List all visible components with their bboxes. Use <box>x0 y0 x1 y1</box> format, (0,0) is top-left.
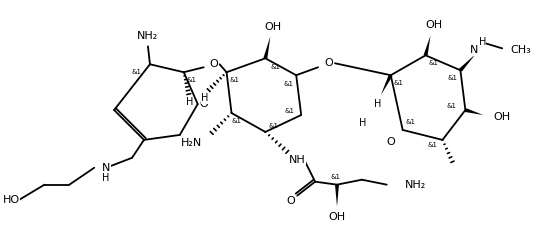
Text: &1: &1 <box>447 75 458 81</box>
Text: H: H <box>359 118 367 128</box>
Text: N: N <box>470 45 479 55</box>
Text: O: O <box>199 99 208 109</box>
Polygon shape <box>335 185 339 207</box>
Polygon shape <box>465 108 483 115</box>
Text: O: O <box>325 58 333 68</box>
Text: &1: &1 <box>131 69 141 75</box>
Text: O: O <box>287 196 295 205</box>
Text: OH: OH <box>328 211 346 222</box>
Text: &1: &1 <box>229 77 240 83</box>
Text: O: O <box>209 59 218 69</box>
Text: &1: &1 <box>187 77 197 83</box>
Text: H: H <box>186 97 194 107</box>
Text: &1: &1 <box>232 118 241 124</box>
Polygon shape <box>381 74 393 95</box>
Text: H: H <box>201 93 208 103</box>
Polygon shape <box>459 54 476 72</box>
Text: H₂N: H₂N <box>181 138 202 148</box>
Text: H: H <box>479 37 486 47</box>
Text: &1: &1 <box>406 119 415 125</box>
Text: OH: OH <box>265 23 282 32</box>
Text: &1: &1 <box>446 103 457 109</box>
Polygon shape <box>424 35 431 56</box>
Text: HO: HO <box>3 195 19 205</box>
Text: NH: NH <box>289 155 306 165</box>
Text: &1: &1 <box>283 81 293 87</box>
Text: O: O <box>386 137 395 147</box>
Text: NH₂: NH₂ <box>137 32 159 41</box>
Text: OH: OH <box>493 112 510 122</box>
Text: &1: &1 <box>394 80 404 86</box>
Text: &1: &1 <box>330 174 340 180</box>
Text: N: N <box>102 163 110 173</box>
Text: H: H <box>374 99 381 109</box>
Text: &1: &1 <box>268 123 278 129</box>
Text: CH₃: CH₃ <box>510 45 531 55</box>
Polygon shape <box>263 36 270 59</box>
Text: OH: OH <box>425 20 442 31</box>
Text: &1: &1 <box>270 64 280 70</box>
Text: &1: &1 <box>284 108 294 114</box>
Text: H: H <box>102 173 110 183</box>
Text: NH₂: NH₂ <box>405 180 426 190</box>
Text: &1: &1 <box>428 60 439 66</box>
Text: &1: &1 <box>427 142 438 148</box>
